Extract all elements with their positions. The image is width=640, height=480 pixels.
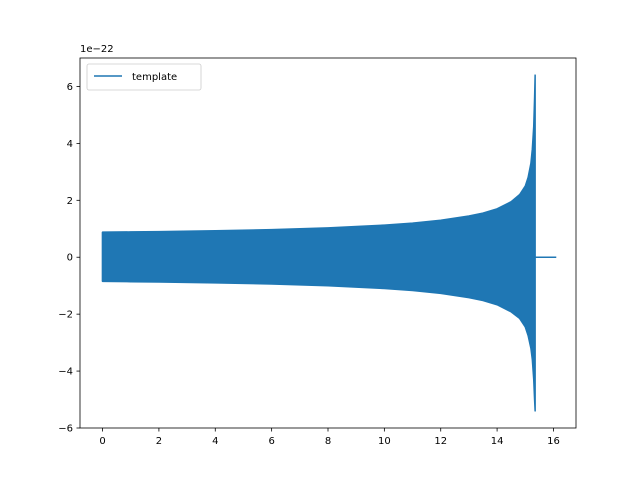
y-tick-label: 6 — [67, 82, 73, 93]
y-tick-label: 0 — [67, 253, 73, 264]
x-tick-label: 16 — [547, 436, 560, 447]
y-tick-label: −2 — [58, 310, 73, 321]
legend-label: template — [132, 72, 177, 83]
x-axis: 0 2 4 6 8 10 12 14 16 — [99, 428, 560, 447]
legend: template — [86, 63, 202, 91]
x-tick-label: 0 — [99, 436, 105, 447]
y-offset-label: 1e−22 — [80, 44, 114, 55]
legend-box — [86, 63, 202, 91]
y-tick-label: −6 — [58, 424, 73, 435]
x-tick-label: 4 — [212, 436, 218, 447]
x-tick-label: 10 — [378, 436, 391, 447]
series-template-body — [101, 74, 536, 412]
series-layer — [101, 74, 557, 412]
y-tick-label: −4 — [58, 367, 73, 378]
x-tick-label: 2 — [156, 436, 162, 447]
y-tick-label: 4 — [67, 139, 73, 150]
x-tick-label: 6 — [268, 436, 274, 447]
y-axis: −6 −4 −2 0 2 4 6 — [58, 82, 80, 435]
y-tick-label: 2 — [67, 196, 73, 207]
x-tick-label: 12 — [434, 436, 447, 447]
x-tick-label: 8 — [325, 436, 331, 447]
x-tick-label: 14 — [491, 436, 504, 447]
